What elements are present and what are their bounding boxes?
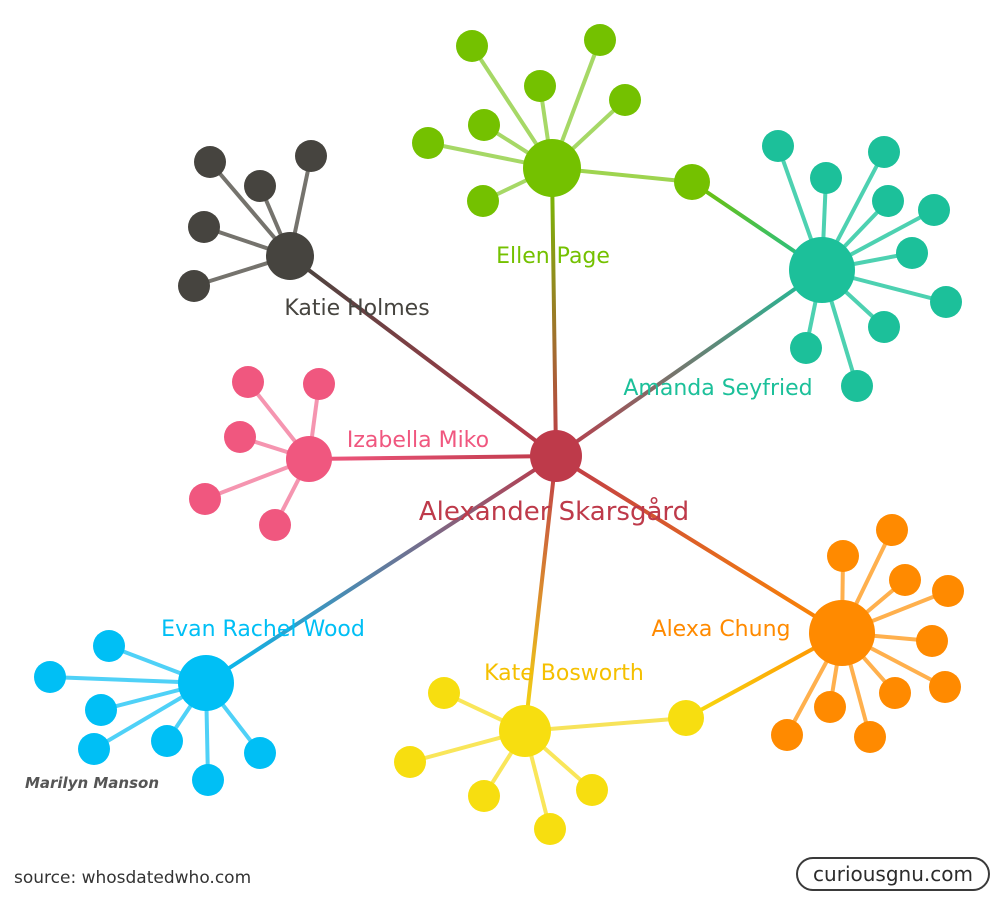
- partner-node: [34, 661, 66, 693]
- alexa-chung-node[interactable]: [809, 600, 875, 666]
- partner-node: [790, 332, 822, 364]
- izabella-miko-node[interactable]: [286, 436, 332, 482]
- edge-kate-shared: [524, 716, 687, 733]
- partner-node: [868, 136, 900, 168]
- partner-node: [814, 691, 846, 723]
- partner-node: [467, 185, 499, 217]
- partner-node: [232, 366, 264, 398]
- partner-node: [524, 70, 556, 102]
- center-node[interactable]: [530, 430, 582, 482]
- katie-holmes-node[interactable]: [266, 232, 314, 280]
- cluster-evan-rachel-wood: [34, 630, 276, 796]
- partner-node: [932, 575, 964, 607]
- label-ellen-page: Ellen Page: [496, 244, 610, 269]
- partner-node: [609, 84, 641, 116]
- partner-node: [468, 780, 500, 812]
- partner-node: [151, 725, 183, 757]
- edge-evan-rachel-wood: [204, 454, 558, 685]
- edge-izabella-miko: [307, 454, 558, 461]
- partner-node: [896, 237, 928, 269]
- partner-node: [854, 721, 886, 753]
- partner-node: [584, 24, 616, 56]
- partner-node: [244, 170, 276, 202]
- partner-node: [827, 540, 859, 572]
- ellen-page-node[interactable]: [523, 139, 581, 197]
- brand-badge[interactable]: curiousgnu.com: [796, 857, 990, 891]
- partner-node: [303, 368, 335, 400]
- edge-kate-bosworth: [523, 454, 558, 733]
- partner-node: [468, 109, 500, 141]
- partner-node: [841, 370, 873, 402]
- partner-node: [259, 509, 291, 541]
- partner-node: [189, 483, 221, 515]
- partner-node: [810, 162, 842, 194]
- partner-node: [929, 671, 961, 703]
- partner-node: [771, 719, 803, 751]
- partner-node: [244, 737, 276, 769]
- edge-katie-holmes: [288, 254, 558, 458]
- partner-node: [916, 625, 948, 657]
- cluster-kate-bosworth: [394, 677, 704, 845]
- partner-node: [412, 127, 444, 159]
- label-katie-holmes: Katie Holmes: [284, 296, 429, 321]
- partner-node: [918, 194, 950, 226]
- label-marilyn-manson: Marilyn Manson: [25, 774, 159, 792]
- shared-partner-node: [668, 700, 704, 736]
- label-evan-rachel-wood: Evan Rachel Wood: [161, 617, 365, 642]
- partner-node: [456, 30, 488, 62]
- partner-node: [85, 694, 117, 726]
- label-amanda-seyfried: Amanda Seyfried: [623, 376, 812, 401]
- cluster-ellen-page: [412, 24, 710, 217]
- label-izabella-miko: Izabella Miko: [347, 428, 489, 453]
- evan-rachel-wood-node[interactable]: [178, 655, 234, 711]
- partner-node: [428, 677, 460, 709]
- partner-node: [394, 746, 426, 778]
- label-kate-bosworth: Kate Bosworth: [484, 661, 644, 686]
- cluster-amanda-seyfried: [762, 130, 962, 402]
- partner-node: [295, 140, 327, 172]
- partner-node: [930, 286, 962, 318]
- partner-node: [178, 270, 210, 302]
- partner-node: [192, 764, 224, 796]
- partner-node: [534, 813, 566, 845]
- partner-node: [879, 677, 911, 709]
- partner-node: [93, 630, 125, 662]
- partner-node: [868, 311, 900, 343]
- edge-ellen-page: [550, 166, 558, 458]
- partner-node: [762, 130, 794, 162]
- amanda-seyfried-node[interactable]: [789, 237, 855, 303]
- cluster-izabella-miko: [189, 366, 335, 541]
- partner-node: [872, 185, 904, 217]
- partner-node: [876, 514, 908, 546]
- cluster-alexa-chung: [771, 514, 964, 753]
- partner-node: [194, 146, 226, 178]
- center-edges: [204, 166, 844, 733]
- shared-partner-node: [674, 164, 710, 200]
- partner-node: [576, 774, 608, 806]
- label-alexa-chung: Alexa Chung: [652, 617, 791, 642]
- partner-node: [188, 211, 220, 243]
- cluster-katie-holmes: [178, 140, 327, 302]
- label-center: Alexander Skarsgård: [419, 496, 689, 527]
- partner-node: [889, 564, 921, 596]
- partner-node: [224, 421, 256, 453]
- edge-alexa-chung: [554, 454, 844, 635]
- kate-bosworth-node[interactable]: [499, 705, 551, 757]
- source-note: source: whosdatedwho.com: [14, 868, 252, 888]
- partner-node: [78, 733, 110, 765]
- edge-amanda-seyfried: [554, 268, 824, 458]
